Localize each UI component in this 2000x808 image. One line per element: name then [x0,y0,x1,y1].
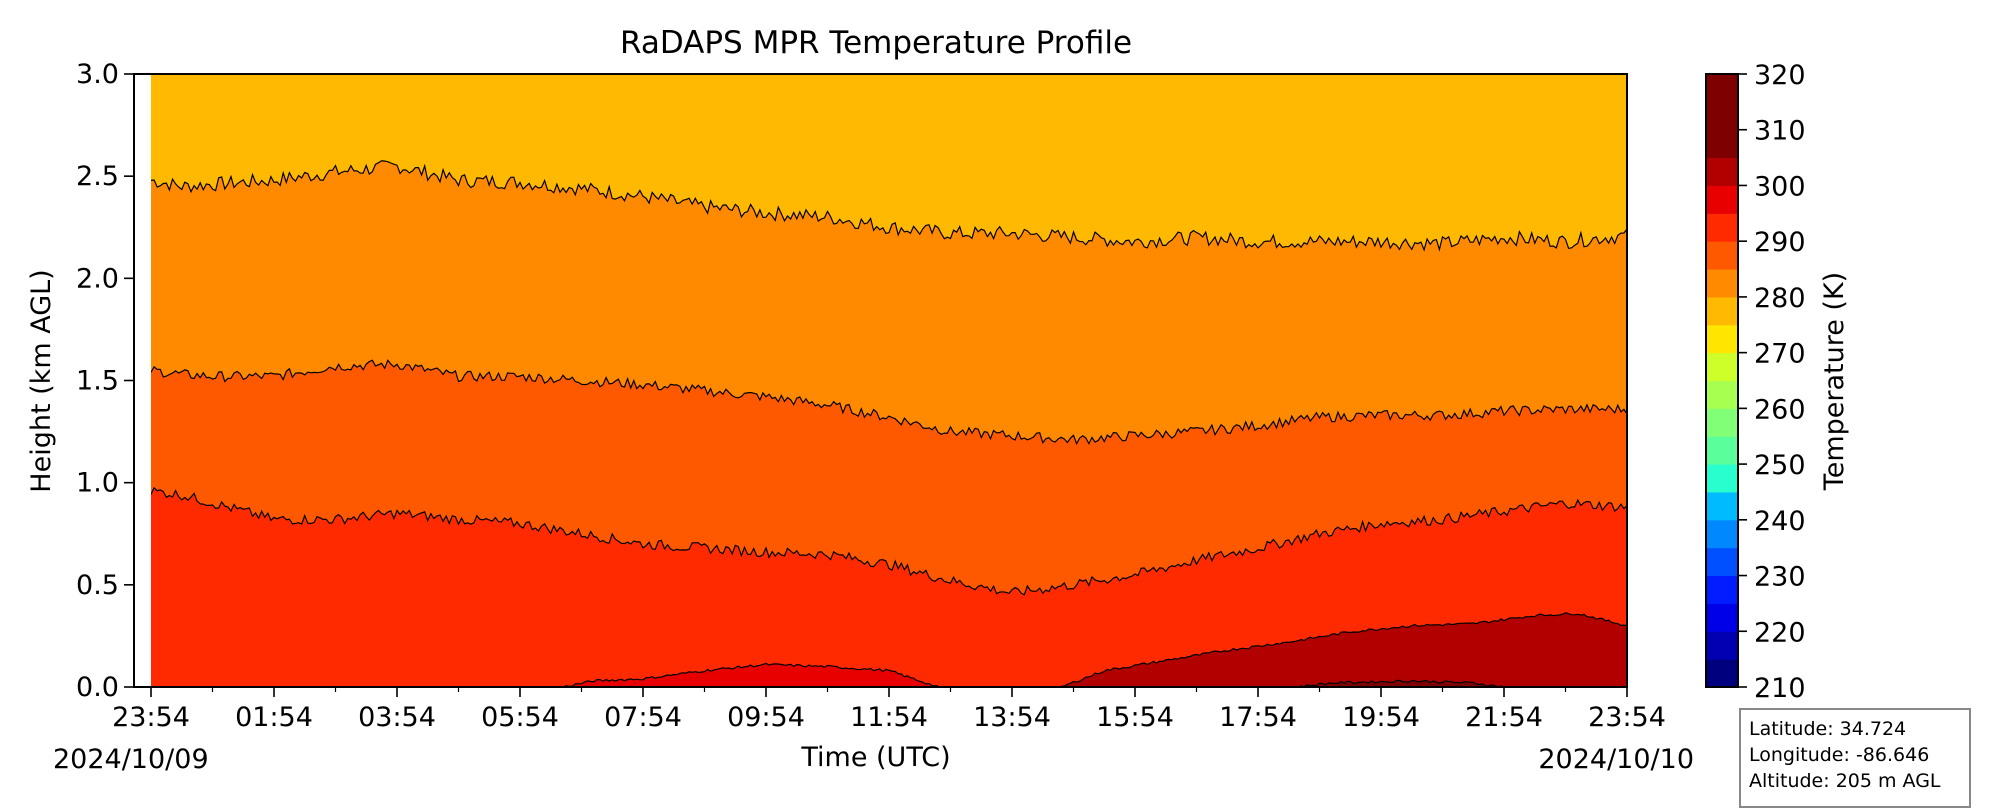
colorbar-frame [1705,73,1739,688]
colorbar [1706,74,1738,688]
y-axis-label: Height (km AGL) [26,269,57,492]
y-tick-label: 1.5 [76,366,119,397]
band-300-305 [1061,612,1627,687]
x-tick-label: 21:54 [1465,702,1543,733]
x-tick-label: 17:54 [1219,702,1297,733]
colorbar-ticks: 210 220 230 240 250 260 270 280 290 300 310 320 [1738,60,1806,704]
colorbar-segment [1706,380,1738,409]
band-295-300 [563,663,939,687]
band-290-295 [151,487,1627,687]
colorbar-segment [1706,185,1738,214]
x-tick-label: 09:54 [727,702,805,733]
x-tick-label: 15:54 [1096,702,1174,733]
y-tick-label: 1.0 [76,468,119,499]
colorbar-segment [1706,213,1738,242]
contour-285 [151,359,1627,446]
colorbar-segment [1706,464,1738,493]
colorbar-segment [1706,631,1738,660]
colorbar-segment [1706,241,1738,270]
x-tick-label: 23:54 [1588,702,1666,733]
site-info-box: Latitude: 34.724 Longitude: -86.646 Alti… [1739,708,1971,808]
colorbar-tick-label: 210 [1754,673,1806,704]
longitude-text: Longitude: -86.646 [1749,744,1930,766]
x-tick-label: 11:54 [850,702,928,733]
latitude-text: Latitude: 34.724 [1749,718,1907,740]
colorbar-segment [1706,296,1738,326]
colorbar-segment [1706,269,1738,298]
contour-280 [151,160,1627,252]
colorbar-segment [1706,603,1738,632]
y-axis: 0.0 0.5 1.0 1.5 2.0 2.5 3.0 [76,59,134,703]
colorbar-segment [1706,157,1738,186]
contour-305 [1294,679,1505,687]
plot-area [151,74,1627,687]
colorbar-tick-label: 270 [1754,339,1806,370]
colorbar-tick-label: 280 [1754,283,1806,314]
colorbar-segment [1706,491,1738,521]
x-tick-label: 01:54 [235,702,313,733]
y-tick-label: 0.0 [76,672,119,703]
contour-300 [1061,612,1627,687]
x-tick-label: 13:54 [973,702,1051,733]
colorbar-tick-label: 240 [1754,506,1806,537]
contour-290 [151,486,1627,596]
colorbar-segment [1706,575,1738,604]
colorbar-tick-label: 250 [1754,450,1806,481]
colorbar-segment [1706,352,1738,381]
colorbar-segment [1706,74,1738,103]
y-tick-label: 3.0 [76,59,119,90]
y-tick-label: 2.5 [76,161,119,192]
colorbar-segment [1706,436,1738,465]
colorbar-tick-label: 230 [1754,562,1806,593]
colorbar-segment [1706,101,1738,131]
x-start-date: 2024/10/09 [53,744,209,775]
colorbar-tick-label: 310 [1754,116,1806,147]
x-tick-label: 07:54 [604,702,682,733]
x-end-date: 2024/10/10 [1538,744,1694,775]
x-tick-label: 19:54 [1342,702,1420,733]
x-axis: 23:54 01:54 03:54 05:54 07:54 09:54 11:54 13:54… [112,687,1666,733]
colorbar-tick-label: 290 [1754,227,1806,258]
colorbar-segment [1706,519,1738,549]
colorbar-segment [1706,547,1738,577]
x-tick-label: 23:54 [112,702,190,733]
x-axis-label: Time (UTC) [800,742,950,773]
colorbar-label: Temperature (K) [1819,272,1850,491]
contour-295 [562,662,939,687]
x-tick-label: 03:54 [358,702,436,733]
altitude-text: Altitude: 205 m AGL [1749,770,1941,792]
colorbar-tick-label: 300 [1754,171,1806,202]
colorbar-segment [1706,129,1738,159]
chart-title: RaDAPS MPR Temperature Profile [620,25,1132,61]
colorbar-segment [1706,324,1738,354]
y-tick-label: 2.0 [76,263,119,294]
colorbar-tick-label: 320 [1754,60,1806,91]
x-tick-label: 05:54 [481,702,559,733]
y-tick-label: 0.5 [76,570,119,601]
colorbar-tick-label: 260 [1754,394,1806,425]
colorbar-segment [1706,408,1738,437]
colorbar-segment [1706,659,1738,688]
colorbar-tick-label: 220 [1754,617,1806,648]
